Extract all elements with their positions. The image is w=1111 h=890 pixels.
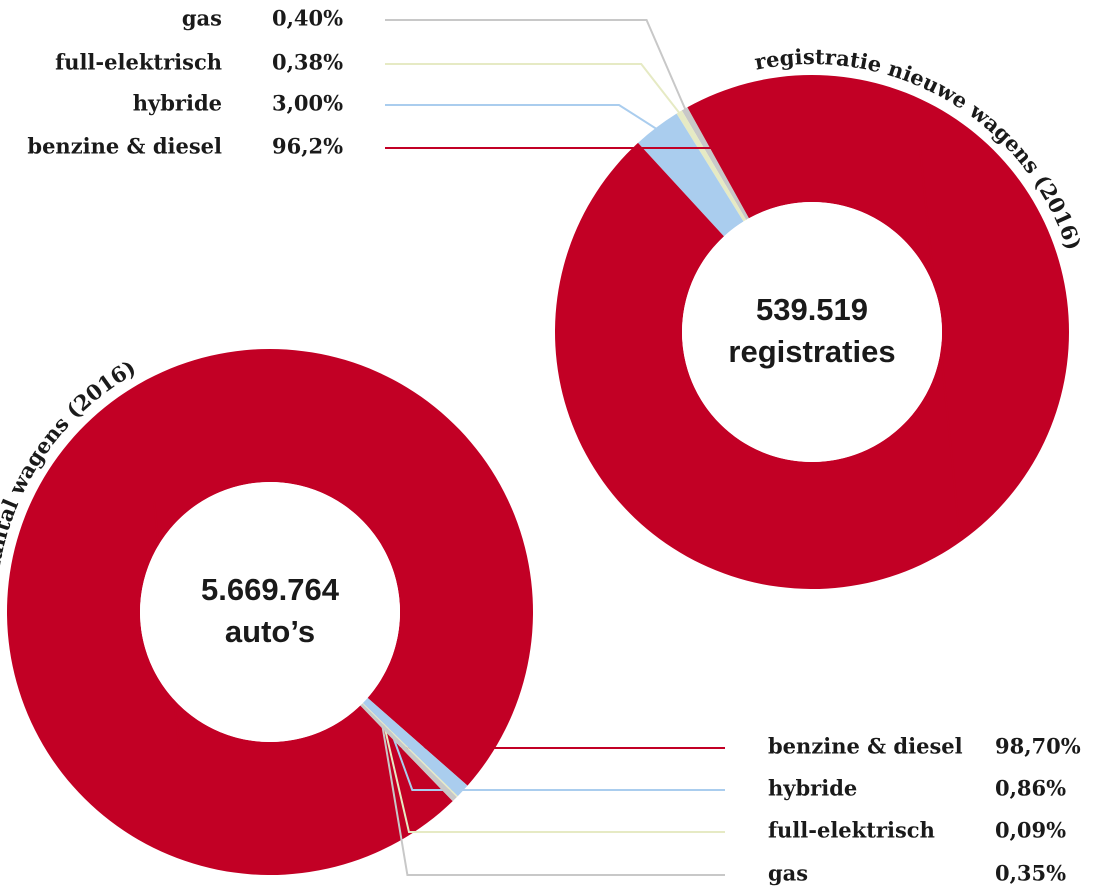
legend-label: hybride xyxy=(133,91,222,116)
legend-label: full-elektrisch xyxy=(55,50,222,75)
leader-line xyxy=(385,19,688,113)
leader-line xyxy=(385,147,962,538)
center-label: 539.519 xyxy=(756,292,868,327)
value-label: 0,86% xyxy=(995,776,1066,801)
slice xyxy=(362,697,468,797)
donut-hole xyxy=(682,202,942,462)
slice xyxy=(681,107,749,220)
leader-line xyxy=(381,725,725,876)
value-label: 3,00% xyxy=(272,91,343,116)
slice xyxy=(555,74,1070,589)
leader-line xyxy=(385,104,660,132)
value-label: 0,38% xyxy=(272,50,343,75)
slice xyxy=(676,110,747,222)
donut-hole xyxy=(140,482,400,742)
legend-label: gas xyxy=(182,6,222,31)
legend-label: gas xyxy=(768,861,808,886)
slice xyxy=(638,113,744,237)
leader-line xyxy=(386,720,725,791)
value-label: 0,40% xyxy=(272,6,343,31)
legend-label: hybride xyxy=(768,776,857,801)
legend-label: benzine & diesel xyxy=(27,134,222,159)
slice xyxy=(360,703,457,802)
legend-label: full-elektrisch xyxy=(768,818,935,843)
center-label: registraties xyxy=(728,334,895,369)
leader-line xyxy=(385,63,683,117)
value-label: 0,09% xyxy=(995,818,1066,843)
value-label: 96,2% xyxy=(272,134,343,159)
center-label: 5.669.764 xyxy=(201,572,340,607)
slice xyxy=(7,348,534,875)
legend-label: benzine & diesel xyxy=(768,734,963,759)
value-label: 98,70% xyxy=(995,734,1081,759)
center-label: auto’s xyxy=(225,614,315,649)
value-label: 0,35% xyxy=(995,861,1066,886)
leader-line xyxy=(382,724,725,833)
slice xyxy=(362,702,458,798)
